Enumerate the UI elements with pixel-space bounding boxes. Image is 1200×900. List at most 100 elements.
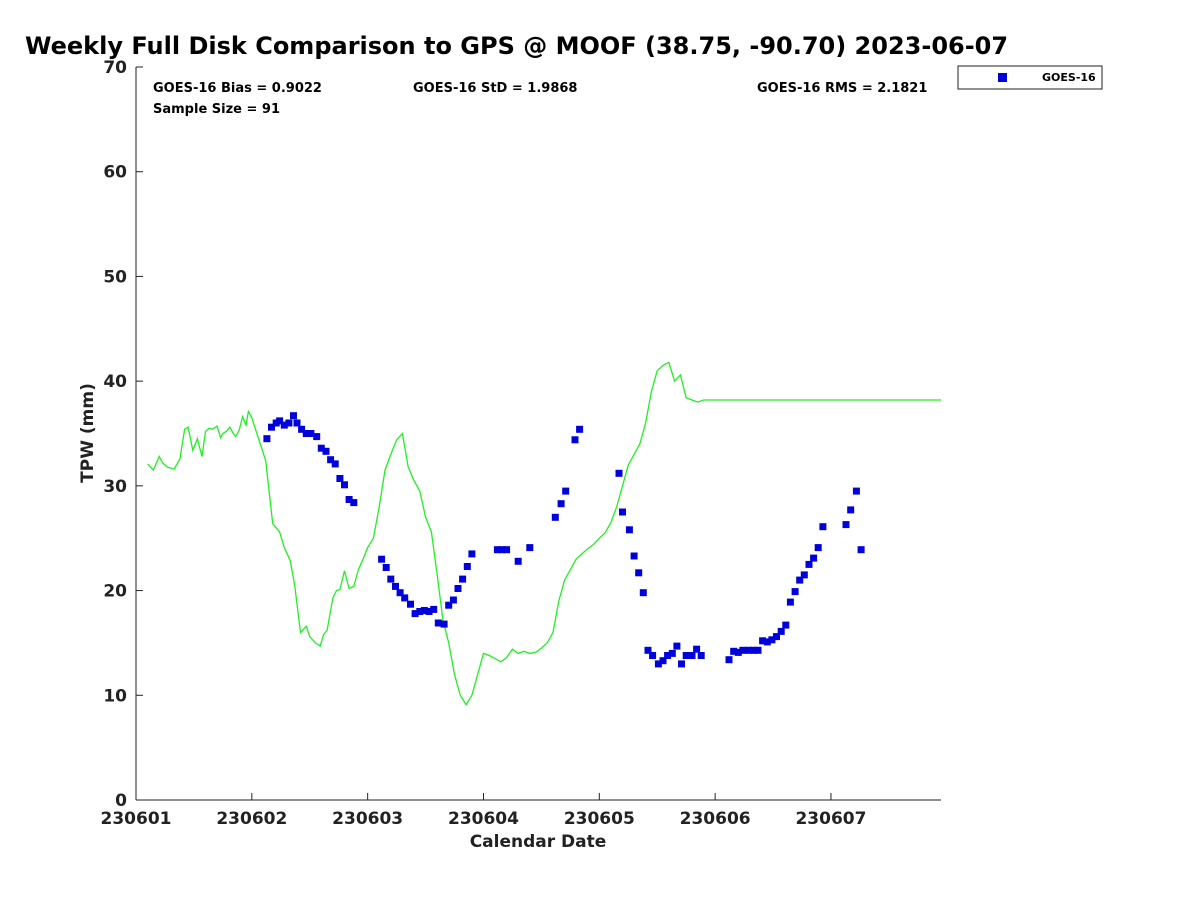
goes16-point (644, 646, 652, 654)
goes16-point (682, 652, 690, 659)
goes16-point (290, 412, 297, 420)
goes16-point (576, 425, 584, 433)
goes16-point (327, 456, 335, 464)
goes16-point (763, 638, 771, 646)
goes16-point (773, 633, 780, 641)
goes16-point (463, 563, 471, 570)
goes16-point (350, 499, 358, 507)
y-tick-label: 50 (103, 267, 127, 287)
goes16-point (396, 589, 404, 597)
goes16-point (317, 444, 325, 452)
goes16-point (678, 660, 685, 668)
goes16-point (454, 585, 462, 592)
stat-std: GOES-16 StD = 1.9868 (413, 81, 577, 96)
y-tick-label: 60 (103, 163, 127, 183)
goes16-point (697, 652, 705, 659)
goes16-point (791, 588, 799, 596)
gps-line (147, 361, 941, 706)
goes16-point (782, 621, 790, 629)
goes16-point (445, 601, 453, 609)
x-axis-label: Calendar Date (470, 832, 607, 852)
goes16-point (336, 475, 344, 482)
goes16-point (759, 637, 767, 645)
goes16-point (730, 647, 738, 655)
goes16-point (298, 425, 306, 433)
x-ticks: 230601 230602 230603 230604 230605 230606 2306… (101, 793, 866, 829)
x-tick-label: 230603 (332, 809, 403, 829)
goes16-point (514, 557, 522, 565)
goes16-point (786, 598, 794, 606)
goes16-point (322, 447, 330, 455)
goes16-point (425, 608, 433, 615)
plot-area: 0 10 20 30 40 50 60 70 230601 230602 230603 230604… (101, 58, 941, 829)
goes16-point (725, 656, 733, 664)
goes16-point (810, 554, 818, 562)
goes16-point (449, 596, 457, 604)
chart-title: Weekly Full Disk Comparison to GPS @ MOO… (25, 32, 1008, 60)
x-tick-label: 230607 (795, 809, 866, 829)
goes16-point (551, 513, 559, 521)
stat-bias: GOES-16 Bias = 0.9022 (153, 81, 322, 96)
goes16-point (345, 496, 353, 503)
goes16-point (819, 523, 827, 531)
y-ticks: 0 10 20 30 40 50 60 70 (103, 58, 143, 811)
goes16-point (745, 646, 753, 654)
goes16-point (307, 430, 315, 437)
legend-box (957, 65, 1103, 90)
goes16-point (434, 619, 442, 627)
goes16-point (331, 460, 339, 468)
goes16-point (341, 481, 348, 489)
goes16-point (639, 589, 647, 597)
goes16-point (847, 506, 855, 514)
goes16-point (276, 417, 284, 425)
y-tick-label: 40 (103, 372, 127, 392)
goes16-point (635, 569, 643, 577)
goes16-point (654, 660, 662, 668)
stat-rms: GOES-16 RMS = 2.1821 (757, 81, 927, 96)
goes16-point (857, 546, 865, 554)
goes16-point (263, 435, 271, 443)
gps-series (147, 361, 941, 706)
goes16-point (493, 546, 501, 554)
y-tick-label: 20 (103, 582, 127, 602)
goes16-point (526, 544, 534, 552)
goes16-point (313, 433, 321, 441)
goes16-point (302, 430, 310, 437)
goes16-point (280, 421, 288, 429)
goes16-point (749, 646, 757, 654)
goes16-point (557, 500, 565, 508)
goes16-point (625, 526, 633, 534)
goes16-point (630, 552, 638, 560)
x-tick-label: 230601 (101, 809, 172, 829)
y-tick-label: 10 (103, 686, 127, 706)
y-tick-label: 70 (103, 58, 127, 78)
legend-marker-goes16 (998, 73, 1007, 82)
goes16-point (392, 582, 399, 590)
goes16-point (387, 575, 395, 583)
goes16-point (268, 423, 275, 431)
x-tick-label: 230602 (216, 809, 287, 829)
x-tick-label: 230604 (448, 809, 519, 829)
goes16-point (407, 600, 414, 608)
legend-label-goes16: GOES-16 (1042, 71, 1096, 84)
goes16-point (571, 436, 579, 444)
goes16-series (263, 412, 865, 668)
y-tick-label: 30 (103, 477, 127, 497)
goes16-point (411, 610, 419, 618)
goes16-point (673, 642, 681, 650)
goes16-point (842, 521, 850, 529)
goes16-point (562, 487, 570, 495)
y-axis-label: TPW (mm) (78, 383, 98, 483)
x-tick-label: 230605 (564, 809, 635, 829)
goes16-point (668, 649, 676, 657)
goes16-point (382, 564, 390, 571)
goes16-point (852, 487, 860, 495)
stat-sample-size: Sample Size = 91 (153, 102, 280, 117)
goes16-point (659, 657, 667, 665)
goes16-point (754, 646, 762, 654)
goes16-point (459, 575, 467, 583)
goes16-point (768, 636, 776, 644)
goes16-point (440, 620, 448, 628)
goes16-point (734, 648, 742, 656)
